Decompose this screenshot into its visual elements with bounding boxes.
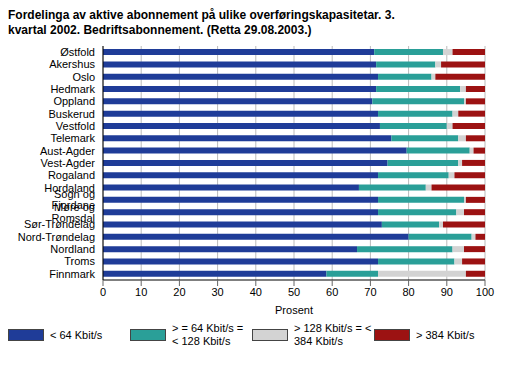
svg-text:Akershus: Akershus — [49, 58, 95, 70]
svg-text:30: 30 — [211, 286, 223, 298]
svg-text:10: 10 — [135, 286, 147, 298]
svg-text:50: 50 — [288, 286, 300, 298]
svg-text:80: 80 — [402, 286, 414, 298]
svg-text:Nord-Trøndelag: Nord-Trøndelag — [18, 231, 95, 243]
svg-text:0: 0 — [100, 286, 106, 298]
svg-text:Hedmark: Hedmark — [50, 83, 95, 95]
svg-text:70: 70 — [364, 286, 376, 298]
svg-text:Vestfold: Vestfold — [56, 120, 95, 132]
svg-text:Vest-Agder: Vest-Agder — [41, 157, 96, 169]
svg-text:Buskerud: Buskerud — [49, 108, 95, 120]
svg-text:Prosent: Prosent — [275, 304, 313, 316]
svg-text:Aust-Agder: Aust-Agder — [40, 145, 95, 157]
svg-text:Sør-Trøndelag: Sør-Trøndelag — [24, 218, 95, 230]
svg-text:Troms: Troms — [64, 255, 95, 267]
svg-text:20: 20 — [173, 286, 185, 298]
svg-text:Oslo: Oslo — [72, 71, 95, 83]
svg-text:60: 60 — [326, 286, 338, 298]
svg-text:Rogaland: Rogaland — [48, 169, 95, 181]
svg-text:40: 40 — [250, 286, 262, 298]
svg-text:100: 100 — [476, 286, 494, 298]
svg-text:Telemark: Telemark — [50, 132, 95, 144]
svg-text:90: 90 — [441, 286, 453, 298]
svg-text:Finnmark: Finnmark — [49, 268, 95, 280]
svg-text:Oppland: Oppland — [53, 95, 95, 107]
svg-text:Nordland: Nordland — [50, 243, 95, 255]
svg-text:Østfold: Østfold — [60, 46, 95, 58]
